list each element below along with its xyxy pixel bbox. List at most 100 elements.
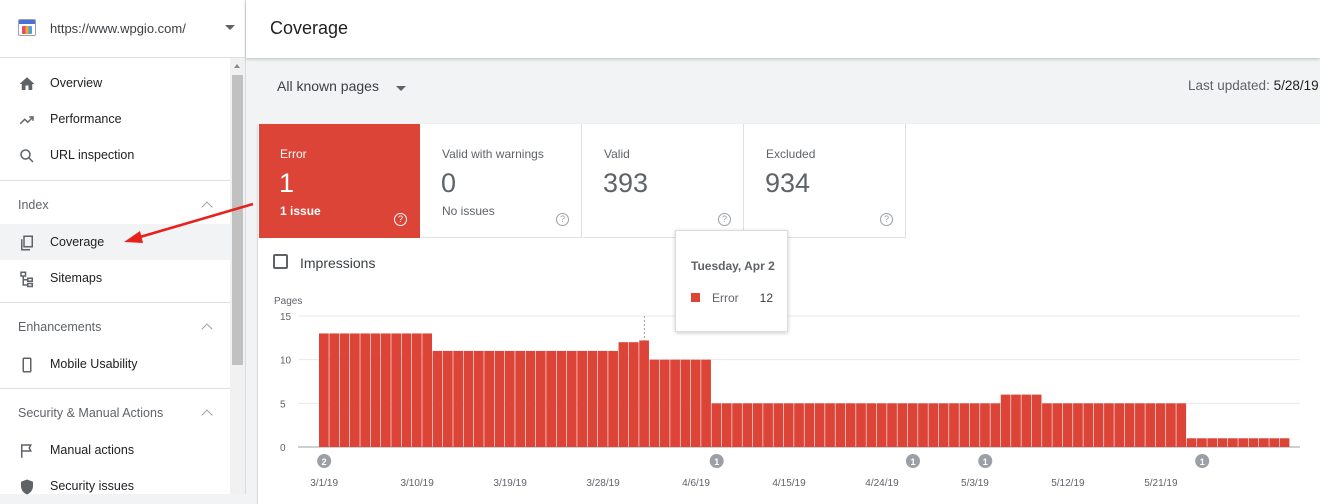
bar: [1000, 394, 1011, 447]
page-header: Coverage: [246, 0, 1320, 58]
sidebar-item-security-issues[interactable]: Security issues: [0, 468, 230, 504]
help-icon[interactable]: ?: [880, 213, 893, 226]
last-updated: Last updated: 5/28/19: [1188, 78, 1319, 93]
tile-label: Valid: [604, 147, 630, 161]
tile-error[interactable]: Error 1 1 issue ?: [259, 124, 420, 238]
sidebar-item-overview[interactable]: Overview: [0, 65, 230, 101]
bar: [319, 333, 329, 447]
bar: [670, 359, 680, 447]
bar: [907, 403, 918, 447]
bar: [649, 359, 660, 447]
bar: [401, 333, 412, 447]
tile-sub: 1 issue: [280, 204, 321, 218]
sidebar: https://www.wpgio.com/ Overview Performa…: [0, 0, 246, 495]
sidebar-item-manual-actions[interactable]: Manual actions: [0, 432, 230, 468]
bar: [1021, 394, 1032, 447]
bar: [1166, 403, 1176, 447]
chevron-down-icon[interactable]: [225, 25, 235, 30]
bar: [1155, 403, 1166, 447]
sidebar-item-label: URL inspection: [50, 148, 135, 162]
last-updated-value: 5/28/19: [1273, 78, 1319, 93]
property-url: https://www.wpgio.com/: [50, 21, 186, 36]
x-tick-label: 5/12/19: [1051, 478, 1085, 489]
divider: [0, 180, 230, 181]
bar: [380, 333, 391, 447]
bar: [897, 403, 908, 447]
bar: [494, 350, 505, 447]
sidebar-scrollbar[interactable]: [230, 58, 245, 494]
bar: [391, 333, 402, 447]
help-icon[interactable]: ?: [556, 213, 569, 226]
section-title: Security & Manual Actions: [18, 406, 164, 420]
bar: [794, 403, 804, 447]
divider: [0, 302, 230, 303]
chart-tooltip: Tuesday, Apr 2 Error 12: [675, 230, 788, 332]
coverage-chart: Pages 0 5 10 15 3/1/19 3/10/19 3/19/19 3/28/19 4/…: [274, 296, 1300, 489]
bar: [876, 403, 887, 447]
bar: [938, 403, 949, 447]
tile-valid-with-warnings[interactable]: Valid with warnings 0 No issues ?: [421, 124, 582, 238]
sidebar-item-sitemaps[interactable]: Sitemaps: [0, 260, 230, 296]
bar: [473, 350, 484, 447]
bar: [1073, 403, 1083, 447]
pages-filter-select[interactable]: All known pages: [277, 78, 379, 94]
impressions-checkbox[interactable]: [273, 254, 288, 269]
annotation-marker: [1195, 454, 1210, 468]
sidebar-item-performance[interactable]: Performance: [0, 101, 230, 137]
bar: [608, 350, 618, 447]
help-icon[interactable]: ?: [394, 213, 407, 226]
bar: [1248, 438, 1259, 447]
chevron-down-icon[interactable]: [396, 86, 406, 91]
sidebar-item-label: Performance: [50, 112, 122, 126]
y-tick-label: 15: [280, 312, 292, 323]
copy-pages-icon: [21, 235, 33, 251]
bar: [959, 403, 970, 447]
tile-label: Valid with warnings: [442, 147, 544, 161]
bar: [618, 342, 629, 447]
bar: [1269, 438, 1280, 447]
property-selector[interactable]: https://www.wpgio.com/: [0, 0, 245, 58]
sidebar-item-label: Sitemaps: [50, 271, 103, 285]
tooltip-value: 12: [759, 291, 773, 305]
shield-icon: [21, 479, 33, 495]
bar: [690, 359, 701, 447]
sidebar-item-label: Coverage: [50, 235, 105, 249]
section-security[interactable]: Security & Manual Actions: [0, 398, 230, 428]
bar: [1279, 438, 1290, 447]
tile-value: 1: [279, 168, 295, 198]
sidebar-item-label: Manual actions: [50, 443, 135, 457]
section-enhancements[interactable]: Enhancements: [0, 312, 230, 342]
tile-valid[interactable]: Valid 393 ?: [583, 124, 744, 238]
tile-excluded[interactable]: Excluded 934 ?: [745, 124, 906, 238]
search-icon: [20, 149, 34, 163]
bar: [432, 350, 443, 447]
bar: [969, 403, 980, 447]
scroll-up-icon[interactable]: [234, 64, 240, 68]
phone-icon: [22, 357, 32, 373]
bar: [1176, 403, 1187, 447]
bar: [442, 350, 453, 447]
page-title: Coverage: [270, 18, 349, 38]
bar: [639, 340, 649, 447]
annotation-label: 1: [714, 457, 719, 467]
sidebar-item-url-inspection[interactable]: URL inspection: [0, 137, 230, 173]
bar: [566, 350, 577, 447]
sidebar-item-coverage[interactable]: Coverage: [0, 224, 230, 260]
sidebar-item-mobile-usability[interactable]: Mobile Usability: [0, 346, 230, 382]
section-index[interactable]: Index: [0, 190, 230, 220]
scrollbar-thumb[interactable]: [232, 75, 243, 365]
tooltip-series: Error: [712, 291, 739, 305]
bar: [1042, 403, 1052, 447]
bar: [1207, 438, 1218, 447]
bar: [721, 403, 732, 447]
bar: [1228, 438, 1238, 447]
tile-value: 934: [765, 168, 811, 198]
x-tick-label: 4/24/19: [865, 478, 899, 489]
bar: [1093, 403, 1104, 447]
x-tick-label: 5/3/19: [961, 478, 989, 489]
x-tick-label: 3/10/19: [400, 478, 434, 489]
y-tick-label: 0: [280, 443, 286, 454]
tile-sub: No issues: [442, 204, 495, 218]
help-icon[interactable]: ?: [718, 213, 731, 226]
x-tick-label: 4/6/19: [682, 478, 710, 489]
